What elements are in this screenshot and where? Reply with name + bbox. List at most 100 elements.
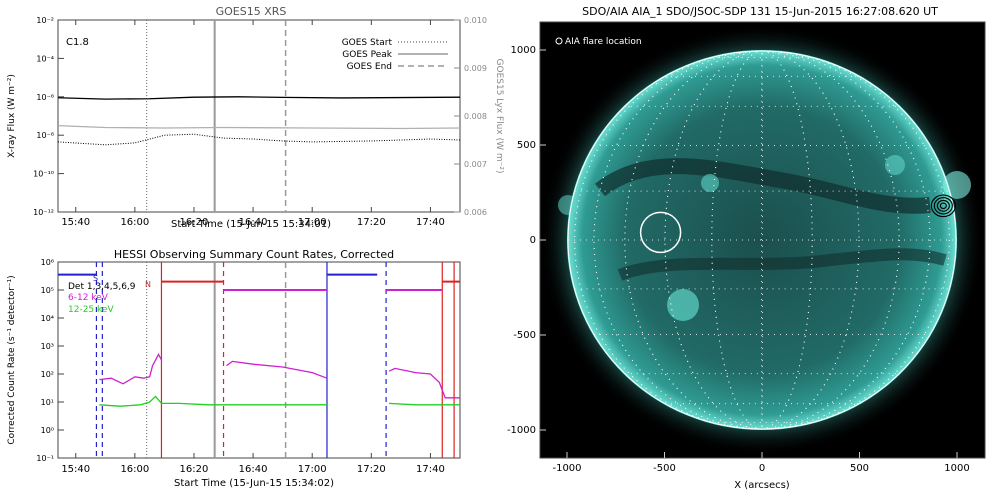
hessi-marker-n: N (145, 280, 151, 289)
goes-ylabel: X-ray Flux (W m⁻²) (7, 74, 17, 158)
aia-sun-image (540, 25, 984, 455)
hessi-legend: Det 1,3,4,5,6,9 6-12 keV 12-25 keV S N (68, 274, 151, 315)
goes-y-tick-label: 10⁻⁶ (36, 93, 54, 102)
aia-y-tick-label: 1000 (511, 45, 536, 56)
goes-legend: GOES Start GOES Peak GOES End (342, 38, 448, 72)
aia-contours (930, 194, 956, 218)
aia-active-region (701, 174, 719, 192)
aia-x-tick-label: 1000 (944, 463, 969, 474)
aia-flare-location-circle (639, 211, 682, 254)
hessi-ylabel: Corrected Count Rate (s⁻¹ detector⁻¹) (7, 275, 17, 444)
hessi-plot-frame (57, 261, 461, 459)
aia-longitude-line (664, 50, 860, 430)
hessi-xlabel: Start Time (15-Jun-15 15:34:02) (174, 478, 334, 489)
aia-longitude-line (574, 50, 950, 430)
aia-filament-dark (617, 248, 947, 281)
aia-longitude-line (593, 50, 931, 430)
aia-lat-lon-grid (568, 50, 956, 430)
goes-series (57, 20, 461, 212)
aia-y-tick-label: -1000 (507, 425, 536, 436)
aia-active-region (885, 155, 905, 175)
hessi-marker-s: S (93, 274, 98, 283)
goes-y2-tick-label: 0.007 (464, 160, 487, 169)
hessi-y-tick-label: 10⁴ (41, 314, 54, 323)
goes-y2-tick-label: 0.006 (464, 208, 487, 217)
goes-x-tick-label: 17:40 (416, 217, 445, 228)
hessi-y-tick-label: 10⁰ (41, 426, 54, 435)
goes-series-line-short (57, 133, 461, 146)
goes-plot-frame (57, 19, 461, 213)
aia-x-tick-label: -1000 (552, 463, 581, 474)
aia-longitude-line (761, 50, 763, 430)
aia-title: SDO/AIA AIA_1 SDO/JSOC-SDP 131 15-Jun-20… (582, 5, 938, 18)
aia-xlabel: X (arcsecs) (734, 480, 790, 491)
hessi-legend-low: 6-12 keV (68, 293, 109, 303)
hessi-title: HESSI Observing Summary Count Rates, Cor… (114, 248, 394, 261)
goes-y-tick-label: 10⁻¹² (33, 208, 54, 217)
goes-legend-start: GOES Start (342, 38, 393, 48)
hessi-y-tick-label: 10³ (41, 342, 54, 351)
aia-y-tick-label: -500 (513, 330, 536, 341)
aia-legend-label: AIA flare location (565, 37, 642, 47)
goes-y-tick-label: 10⁻¹⁰ (33, 170, 54, 179)
aia-y-tick-label: 0 (530, 235, 536, 246)
hessi-series-line (389, 402, 460, 406)
hessi-series-line (388, 367, 460, 399)
goes-y2-tick-label: 0.008 (464, 112, 487, 121)
hessi-series (58, 262, 460, 458)
goes-y-tick-label: 10⁻² (36, 16, 54, 25)
goes-legend-end: GOES End (347, 62, 392, 72)
hessi-y-tick-label: 10⁶ (41, 258, 54, 267)
goes-y2-tick-label: 0.010 (464, 16, 487, 25)
hessi-x-tick-label: 17:40 (416, 464, 445, 475)
aia-contour-ring (933, 197, 953, 215)
goes-ylabel-right: GOES15 Lyx Flux (W m⁻²) (494, 59, 504, 174)
goes-xlabel: Start Time (15-Jun-15 15:34:01) (171, 219, 331, 230)
hessi-x-tick-label: 16:40 (239, 464, 268, 475)
aia-axes: -1000 -500 0 500 1000 1000 500 0 -500 -1000 (507, 45, 970, 474)
goes-panel: GOES15 XRS 15:40 16:00 16:20 16:40 17:00 17:2… (7, 5, 504, 230)
hessi-y-tick-label: 10⁵ (41, 286, 54, 295)
goes-x-tick-label: 17:00 (298, 217, 327, 228)
hessi-series-line (226, 360, 328, 379)
aia-y-tick-label: 500 (517, 140, 536, 151)
hessi-x-tick-label: 16:00 (120, 464, 149, 475)
hessi-y-tick-label: 10¹ (41, 398, 54, 407)
hessi-x-tick-label: 16:20 (180, 464, 209, 475)
goes-x-tick-label: 15:40 (61, 217, 90, 228)
aia-contour-ring (936, 199, 950, 212)
aia-filament-dark (595, 158, 931, 214)
aia-x-tick-label: -500 (653, 463, 676, 474)
aia-panel: SDO/AIA AIA_1 SDO/JSOC-SDP 131 15-Jun-20… (507, 5, 986, 491)
goes-x-tick-label: 17:20 (357, 217, 386, 228)
aia-x-tick-label: 0 (759, 463, 765, 474)
goes-x-tick-label: 16:40 (239, 217, 268, 228)
hessi-series-line (99, 395, 327, 407)
aia-contour-ring (939, 202, 947, 210)
hessi-x-tick-label: 17:20 (357, 464, 386, 475)
goes-x-tick-label: 16:20 (180, 217, 209, 228)
aia-limb-bright (558, 195, 578, 215)
aia-legend: AIA flare location (555, 37, 642, 47)
goes-title: GOES15 XRS (216, 5, 287, 18)
aia-x-tick-label: 500 (850, 463, 869, 474)
aia-contour-ring (930, 194, 956, 218)
goes-x-tick-label: 16:00 (120, 217, 149, 228)
hessi-axes: 15:40 16:00 16:20 16:40 17:00 17:20 17:40 10⁶ 10… (36, 258, 444, 475)
hessi-series-line (99, 353, 163, 385)
hessi-x-tick-label: 15:40 (61, 464, 90, 475)
goes-y-tick-label: 10⁻⁸ (36, 131, 54, 140)
goes-y2-tick-label: 0.009 (464, 64, 487, 73)
goes-axes: 15:40 16:00 16:20 16:40 17:00 17:20 17:40 10⁻² 1… (33, 16, 487, 228)
aia-active-region (667, 289, 699, 321)
goes-flare-class: C1.8 (66, 37, 89, 48)
hessi-y-tick-label: 10² (41, 370, 54, 379)
aia-longitude-line (624, 50, 900, 430)
aia-legend-circle-icon (555, 37, 563, 45)
hessi-panel: HESSI Observing Summary Count Rates, Cor… (7, 248, 461, 489)
hessi-y-tick-label: 10⁻¹ (36, 454, 54, 463)
hessi-x-tick-label: 17:00 (298, 464, 327, 475)
goes-series-line-long (57, 96, 461, 100)
goes-y-tick-label: 10⁻⁴ (36, 54, 54, 63)
